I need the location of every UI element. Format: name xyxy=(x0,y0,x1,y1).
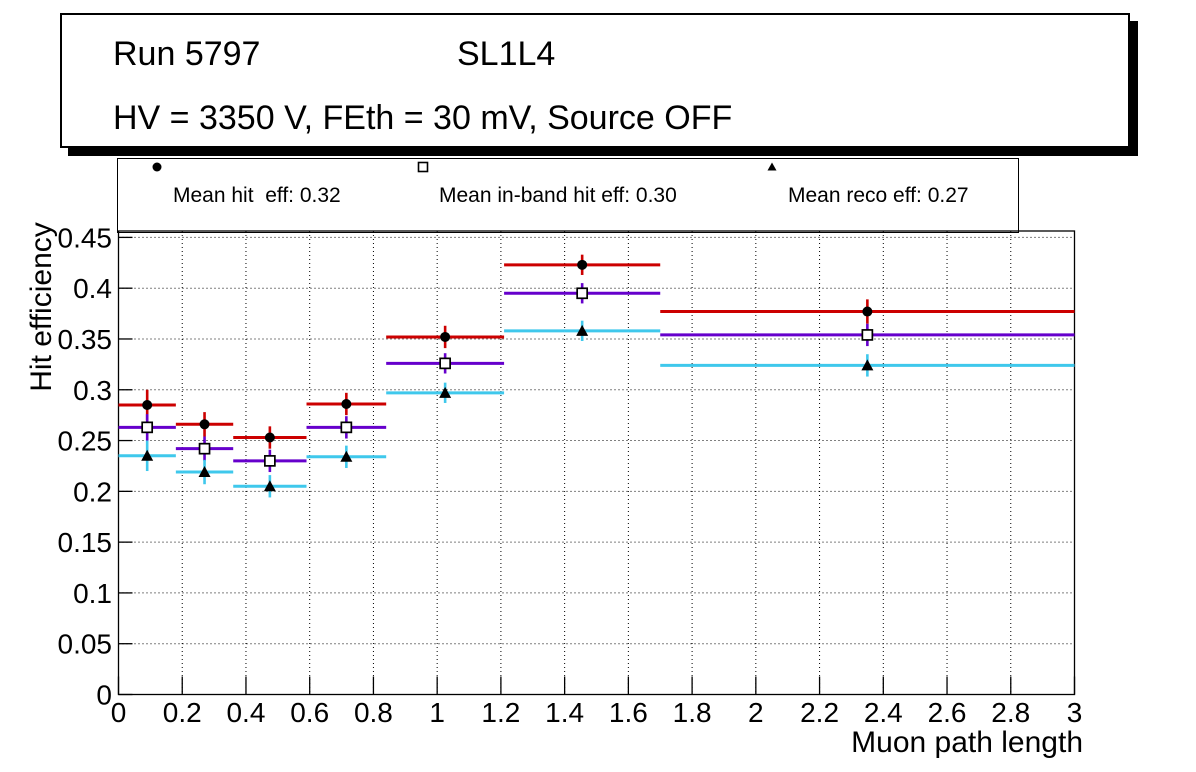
data-point-marker-triangle xyxy=(576,324,589,336)
x-tick-label: 2.2 xyxy=(800,697,839,728)
y-tick-label: 0.2 xyxy=(73,476,112,507)
legend-label: Mean hit eff: 0.32 xyxy=(173,183,341,207)
y-tick-label: 0.35 xyxy=(58,324,113,355)
data-point-marker-circle xyxy=(199,419,210,430)
data-point-marker-triangle xyxy=(198,466,211,478)
data-point-marker-circle xyxy=(440,331,451,342)
y-tick-label: 0.25 xyxy=(58,426,113,457)
y-axis-title: Hit efficiency xyxy=(25,222,58,392)
y-tick-label: 0 xyxy=(96,680,112,711)
data-point-marker-triangle xyxy=(340,450,353,462)
x-tick-label: 2.4 xyxy=(864,697,903,728)
y-tick-label: 0.1 xyxy=(73,578,112,609)
x-tick-label: 0.6 xyxy=(290,697,329,728)
filled-triangle-icon xyxy=(767,162,777,171)
data-point-marker-square xyxy=(340,421,353,434)
data-point-marker-triangle xyxy=(861,359,874,371)
legend-entry-hit-eff: Mean hit eff: 0.32 xyxy=(149,159,341,232)
x-tick-label: 0.4 xyxy=(226,697,265,728)
x-tick-label: 2 xyxy=(748,697,764,728)
x-tick-label: 1.6 xyxy=(609,697,648,728)
legend: Mean hit eff: 0.32 Mean in-band hit eff:… xyxy=(117,158,1019,233)
x-tick-label: 1 xyxy=(429,697,445,728)
data-point-marker-square xyxy=(439,357,451,370)
data-point-marker-triangle xyxy=(141,449,154,461)
data-point-marker-square xyxy=(198,442,211,455)
y-tick-label: 0.05 xyxy=(58,629,113,660)
x-tick-label: 0 xyxy=(111,697,127,728)
data-point-marker-square xyxy=(264,455,276,467)
y-tick-label: 0.45 xyxy=(58,222,113,253)
legend-entry-inband-hit-eff: Mean in-band hit eff: 0.30 xyxy=(415,159,677,232)
legend-label: Mean in-band hit eff: 0.30 xyxy=(439,183,677,207)
x-tick-label: 1.4 xyxy=(545,697,584,728)
y-tick-label: 0.3 xyxy=(73,375,112,406)
data-point-marker-circle xyxy=(264,432,275,443)
data-point-marker-circle xyxy=(577,259,588,270)
x-tick-label: 2.8 xyxy=(991,697,1030,728)
y-tick-label: 0.4 xyxy=(73,273,112,304)
layer-label: SL1L4 xyxy=(457,35,556,73)
legend-entry-reco-eff: Mean reco eff: 0.27 xyxy=(764,159,969,232)
legend-label: Mean reco eff: 0.27 xyxy=(788,183,969,207)
run-label: Run 5797 xyxy=(113,35,261,73)
open-square-icon xyxy=(417,161,429,173)
data-point-marker-triangle xyxy=(439,386,452,398)
x-axis-title: Muon path length xyxy=(851,726,1083,759)
x-tick-label: 2.6 xyxy=(928,697,967,728)
x-tick-label: 3 xyxy=(1067,697,1083,728)
data-point-marker-circle xyxy=(341,398,352,409)
x-tick-label: 1.8 xyxy=(673,697,712,728)
data-point-marker-square xyxy=(576,287,589,300)
data-point-marker-circle xyxy=(142,400,153,411)
data-point-marker-square xyxy=(141,421,154,434)
data-point-marker-square xyxy=(861,329,874,341)
data-point-marker-triangle xyxy=(263,480,276,492)
title-box: Run 5797 SL1L4 HV = 3350 V, FEth = 30 mV… xyxy=(60,13,1130,148)
x-tick-label: 1.2 xyxy=(481,697,520,728)
filled-circle-icon xyxy=(152,162,162,172)
x-tick-label: 0.2 xyxy=(163,697,202,728)
conditions-label: HV = 3350 V, FEth = 30 mV, Source OFF xyxy=(113,99,733,137)
plot-frame xyxy=(117,230,1076,696)
y-tick-label: 0.15 xyxy=(58,527,113,558)
x-tick-label: 0.8 xyxy=(354,697,393,728)
data-point-marker-circle xyxy=(862,306,873,317)
